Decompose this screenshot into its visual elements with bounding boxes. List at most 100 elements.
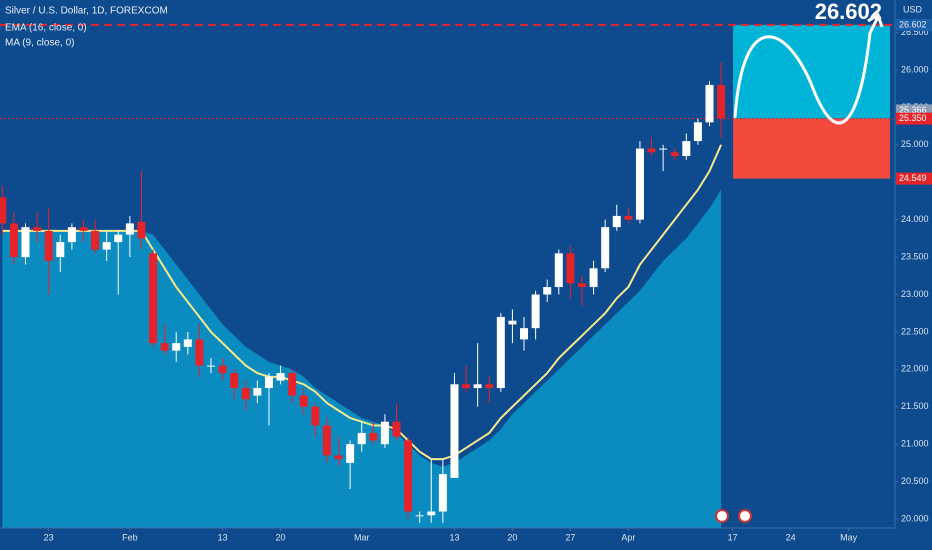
x-tick-label: 24 (786, 532, 796, 542)
y-tick-label: 23.000 (901, 289, 929, 299)
candle-body (322, 425, 331, 456)
candle-body (56, 242, 65, 258)
y-tick-label: 26.000 (901, 64, 929, 74)
event-icon (738, 509, 752, 523)
candle-body (392, 421, 401, 437)
candle-body (253, 388, 262, 396)
candle-body (114, 234, 123, 243)
candle-body (415, 515, 424, 517)
x-tick-label: 17 (728, 532, 738, 542)
candle-body (438, 474, 447, 512)
x-tick-label: Apr (621, 532, 635, 542)
y-tick-label: 20.500 (901, 476, 929, 486)
candle-body (404, 440, 413, 512)
currency-label: USD (903, 4, 923, 14)
candle-body (241, 388, 250, 400)
x-tick-label: 13 (449, 532, 459, 542)
y-tick-label: 22.500 (901, 326, 929, 336)
x-tick-label: 13 (218, 532, 228, 542)
candle-body (717, 84, 726, 119)
candle-body (0, 197, 7, 224)
candle-body (79, 227, 88, 231)
arrow-head (867, 12, 884, 28)
candle-body (485, 384, 494, 389)
candle-body (508, 320, 517, 325)
candle-body (543, 287, 552, 295)
candle-body (577, 283, 586, 288)
candle-body (612, 215, 621, 228)
candle-body (520, 328, 529, 340)
candle-body (264, 376, 273, 389)
candle-body (369, 432, 378, 441)
candle-body (531, 294, 540, 329)
event-icon (715, 509, 729, 523)
candle-body (334, 455, 343, 460)
y-tick-label: 23.500 (901, 251, 929, 261)
y-tick-label: 22.000 (901, 364, 929, 374)
candle-body (462, 384, 471, 389)
plot-area (0, 12, 895, 528)
candle-body (21, 227, 30, 258)
candle-body (693, 122, 702, 142)
x-tick-label: 23 (44, 532, 54, 542)
candle-body (601, 227, 610, 269)
candle-body (125, 223, 134, 235)
candle-body (311, 406, 320, 426)
candle-body (670, 152, 679, 157)
y-tick-label: 24.000 (901, 214, 929, 224)
ma-area (2, 189, 722, 528)
candle-body (659, 148, 668, 150)
ema-line (2, 144, 723, 461)
candle-body (554, 253, 563, 288)
price-label: 24.549 (899, 173, 927, 183)
price-label: 25.366 (899, 105, 927, 115)
candle-body (195, 339, 204, 366)
candle-body (33, 227, 42, 231)
candle-body (635, 148, 644, 220)
y-tick-label: 21.500 (901, 401, 929, 411)
forecast-curve (733, 15, 880, 125)
candle-body (172, 343, 181, 351)
candle-body (183, 339, 192, 347)
candle-body (427, 511, 436, 516)
candle-body (346, 444, 355, 463)
candle-body (218, 365, 227, 374)
y-tick-label: 26.500 (901, 27, 929, 37)
candle-body (9, 223, 18, 258)
x-tick-label: 27 (565, 532, 575, 542)
candle-body (647, 148, 656, 153)
x-tick-label: May (840, 532, 858, 542)
candle-body (450, 384, 459, 478)
x-tick-label: Mar (354, 532, 370, 542)
candle-body (624, 215, 633, 220)
candle-body (160, 343, 169, 351)
target-annotation: 26.602 (815, 0, 882, 24)
indicator-label: MA (9, close, 0) (5, 38, 74, 49)
candle-body (288, 373, 297, 396)
chart-title: Silver / U.S. Dollar, 1D, FOREXCOM (5, 6, 168, 17)
price-label: 26.602 (899, 19, 927, 29)
x-tick-label: Feb (122, 532, 138, 542)
candle-body (380, 421, 389, 445)
price-label: 25.350 (899, 113, 927, 123)
candle-body (230, 373, 239, 389)
price-label-bg (896, 172, 932, 185)
x-tick-label: 20 (507, 532, 517, 542)
candle-body (67, 227, 76, 243)
y-tick-label: 25.000 (901, 139, 929, 149)
y-tick-label: 20.000 (901, 513, 929, 523)
candle-body (682, 141, 691, 157)
price-label-bg (896, 18, 932, 31)
candle-body (102, 242, 111, 250)
candle-body (149, 253, 158, 344)
target-zone (733, 24, 890, 119)
candle-body (137, 221, 146, 239)
candle-body (91, 230, 100, 250)
candle-body (276, 373, 285, 381)
candle-body (357, 432, 366, 445)
indicator-label: EMA (16, close, 0) (5, 23, 87, 34)
y-tick-label: 21.000 (901, 439, 929, 449)
x-tick-label: 20 (276, 532, 286, 542)
candle-body (299, 395, 308, 407)
